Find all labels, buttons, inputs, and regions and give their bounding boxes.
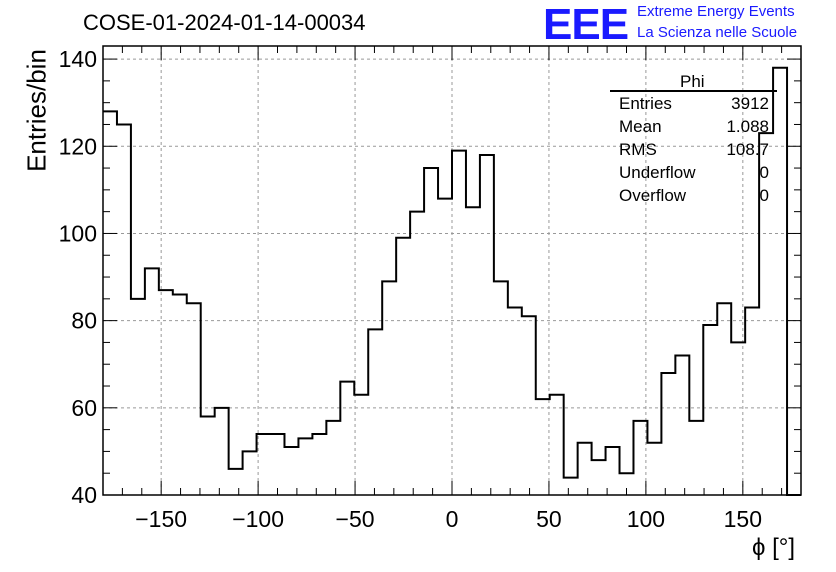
chart-title: COSE-01-2024-01-14-00034 (83, 10, 366, 35)
grid-lines (103, 46, 801, 495)
stats-title: Phi (680, 72, 705, 91)
x-tick-label: 100 (627, 506, 665, 532)
histogram-series (103, 66, 801, 496)
y-tick-label: 120 (59, 133, 97, 159)
x-tick-label: −150 (135, 506, 187, 532)
y-tick-label: 60 (71, 395, 97, 421)
x-tick-label: 50 (536, 506, 562, 532)
eee-logo: EEE (543, 0, 629, 49)
stat-label-entries: Entries (619, 94, 672, 113)
x-axis-label: ϕ [°] (752, 534, 796, 561)
stat-value-underflow: 0 (759, 163, 769, 182)
y-tick-label: 40 (71, 482, 97, 508)
x-tick-label: 150 (724, 506, 762, 532)
stat-value-mean: 1.088 (726, 117, 769, 136)
stat-value-overflow: 0 (759, 186, 769, 205)
y-tick-label: 100 (59, 220, 97, 246)
x-tick-label: −100 (232, 506, 284, 532)
y-axis-label: Entries/bin (21, 49, 52, 172)
x-tick-label: 0 (446, 506, 459, 532)
tick-marks (102, 46, 802, 496)
logo-line-2: La Scienza nelle Scuole (637, 24, 798, 41)
stat-label-mean: Mean (619, 117, 662, 136)
stat-value-entries: 3912 (731, 94, 769, 113)
histogram-line (103, 66, 801, 496)
stat-label-overflow: Overflow (619, 186, 687, 205)
stat-label-underflow: Underflow (619, 163, 696, 182)
stat-label-rms: RMS (619, 140, 657, 159)
y-tick-label: 140 (59, 46, 97, 72)
logo-line-1: Extreme Energy Events (637, 3, 795, 20)
stat-value-rms: 108.7 (726, 140, 769, 159)
y-tick-label: 80 (71, 308, 97, 334)
x-tick-label: −50 (336, 506, 375, 532)
tick-labels: −150 −100 −50 0 50 100 150 40 60 80 100 120 140 (59, 46, 762, 532)
